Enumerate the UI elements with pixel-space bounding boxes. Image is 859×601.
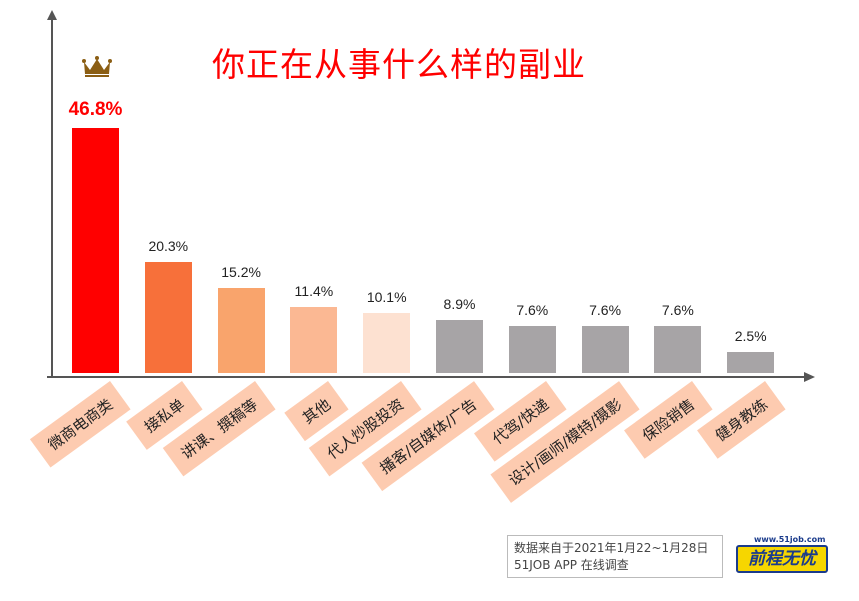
data-label: 10.1% — [366, 289, 407, 306]
x-axis-arrow — [804, 372, 815, 382]
bar — [217, 287, 265, 373]
source-line-1: 数据来自于2021年1月22~1月28日 — [514, 541, 709, 555]
data-label: 20.3% — [148, 237, 189, 254]
data-label: 7.6% — [516, 302, 549, 319]
source-line-2: 51JOB APP 在线调查 — [514, 558, 629, 572]
data-label: 15.2% — [221, 263, 261, 280]
y-axis-arrow — [47, 10, 57, 20]
chart-title: 你正在从事什么样的副业 — [212, 45, 586, 84]
bar — [363, 313, 411, 373]
logo-name: 前程无忧 — [736, 545, 828, 573]
data-label: 11.4% — [294, 282, 334, 299]
data-label: 7.6% — [661, 302, 694, 319]
bar — [654, 326, 702, 373]
data-label: 46.8% — [68, 98, 123, 120]
bar — [727, 351, 775, 373]
bar — [581, 326, 629, 373]
bar — [72, 127, 119, 373]
source-note: 数据来自于2021年1月22~1月28日 51JOB APP 在线调查 — [507, 535, 723, 578]
bar — [144, 261, 192, 373]
crown-icon — [82, 56, 112, 77]
bar — [290, 306, 338, 373]
data-label: 7.6% — [589, 302, 622, 319]
logo: www.51job.com 前程无忧 — [736, 535, 828, 573]
data-label: 2.5% — [734, 327, 767, 344]
logo-url: www.51job.com — [754, 535, 826, 544]
data-label: 8.9% — [443, 295, 476, 312]
bar — [508, 326, 556, 373]
bar — [436, 319, 483, 373]
